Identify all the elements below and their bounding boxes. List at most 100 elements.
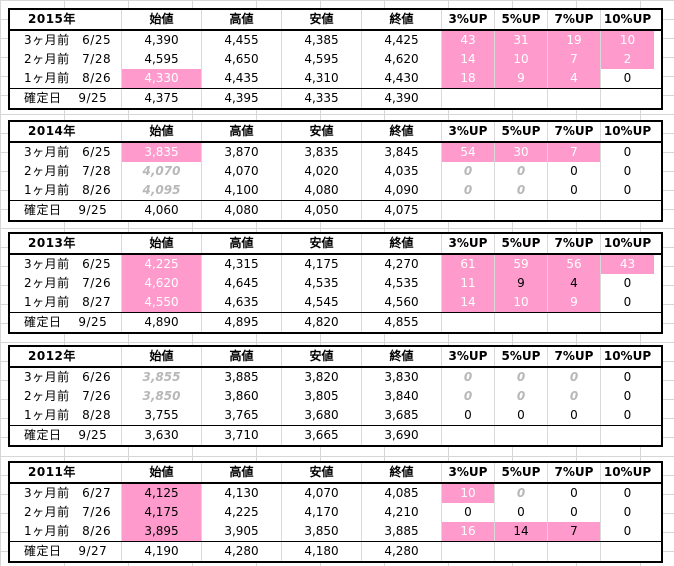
col-high[interactable]: 高値 (202, 122, 282, 141)
high-cell[interactable]: 3,860 (202, 387, 282, 406)
up7-cell[interactable] (548, 542, 601, 561)
row-label[interactable]: 確定日 9/27 (10, 542, 122, 561)
up5-cell[interactable]: 0 (495, 162, 548, 181)
up10-cell[interactable]: 0 (623, 276, 632, 290)
high-cell[interactable]: 4,455 (202, 31, 282, 50)
close-cell[interactable]: 3,845 (362, 143, 442, 162)
col-5up[interactable]: 5%UP (495, 463, 548, 482)
up7-cell[interactable]: 0 (548, 162, 601, 181)
up3-cell[interactable] (442, 542, 495, 561)
up7-cell[interactable]: 7 (548, 143, 601, 162)
row-label[interactable]: 2ヶ月前 7/26 (10, 387, 122, 406)
open-cell[interactable]: 4,225 (122, 255, 202, 274)
up7-cell[interactable] (548, 426, 601, 445)
year-title[interactable]: 2011年 (10, 463, 122, 482)
up3-cell[interactable]: 54 (442, 143, 495, 162)
col-low[interactable]: 安値 (282, 234, 362, 253)
close-cell[interactable]: 3,840 (362, 387, 442, 406)
high-cell[interactable]: 4,645 (202, 274, 282, 293)
up5-cell[interactable]: 9 (495, 274, 548, 293)
up10-cell[interactable]: 0 (623, 145, 632, 159)
up7-cell[interactable]: 4 (548, 69, 601, 88)
up7-cell[interactable]: 0 (548, 368, 601, 387)
open-cell[interactable]: 4,375 (122, 89, 202, 108)
open-cell[interactable]: 3,895 (122, 522, 202, 541)
open-cell[interactable]: 4,190 (122, 542, 202, 561)
up3-cell[interactable] (442, 426, 495, 445)
open-cell[interactable]: 3,755 (122, 406, 202, 425)
up10-cell[interactable]: 0 (623, 164, 632, 178)
open-cell[interactable]: 4,595 (122, 50, 202, 69)
col-5up[interactable]: 5%UP (495, 122, 548, 141)
col-3up[interactable]: 3%UP (442, 234, 495, 253)
open-cell[interactable]: 4,550 (122, 293, 202, 312)
high-cell[interactable]: 4,070 (202, 162, 282, 181)
up5-cell[interactable] (495, 313, 548, 332)
up3-cell[interactable]: 14 (442, 50, 495, 69)
up7-cell[interactable] (548, 313, 601, 332)
col-3up[interactable]: 3%UP (442, 122, 495, 141)
high-cell[interactable]: 4,435 (202, 69, 282, 88)
close-cell[interactable]: 3,690 (362, 426, 442, 445)
col-high[interactable]: 高値 (202, 347, 282, 366)
up10-cell[interactable]: 10 (601, 31, 654, 50)
up5-cell[interactable]: 10 (495, 293, 548, 312)
row-label[interactable]: 3ヶ月前 6/25 (10, 31, 122, 50)
col-low[interactable]: 安値 (282, 10, 362, 29)
up5-cell[interactable]: 59 (495, 255, 548, 274)
col-3up[interactable]: 3%UP (442, 10, 495, 29)
row-label[interactable]: 確定日 9/25 (10, 426, 122, 445)
col-10up[interactable]: 10%UP (603, 465, 652, 479)
low-cell[interactable]: 4,820 (282, 313, 362, 332)
low-cell[interactable]: 4,050 (282, 201, 362, 220)
col-7up[interactable]: 7%UP (548, 122, 601, 141)
row-label[interactable]: 3ヶ月前 6/27 (10, 484, 122, 503)
row-label[interactable]: 2ヶ月前 7/28 (10, 50, 122, 69)
up7-cell[interactable]: 19 (548, 31, 601, 50)
up3-cell[interactable] (442, 313, 495, 332)
up7-cell[interactable]: 56 (548, 255, 601, 274)
up3-cell[interactable]: 61 (442, 255, 495, 274)
row-label[interactable]: 3ヶ月前 6/25 (10, 143, 122, 162)
open-cell[interactable]: 4,175 (122, 503, 202, 522)
up10-cell[interactable]: 0 (623, 408, 632, 422)
up7-cell[interactable] (548, 201, 601, 220)
up3-cell[interactable]: 14 (442, 293, 495, 312)
up5-cell[interactable] (495, 542, 548, 561)
open-cell[interactable]: 4,390 (122, 31, 202, 50)
col-10up[interactable]: 10%UP (603, 124, 652, 138)
up7-cell[interactable]: 0 (548, 181, 601, 200)
low-cell[interactable]: 4,545 (282, 293, 362, 312)
high-cell[interactable]: 3,905 (202, 522, 282, 541)
open-cell[interactable]: 4,070 (122, 162, 202, 181)
row-label[interactable]: 2ヶ月前 7/28 (10, 162, 122, 181)
up10-cell[interactable]: 0 (623, 524, 632, 538)
col-close[interactable]: 終値 (362, 10, 442, 29)
col-open[interactable]: 始値 (122, 234, 202, 253)
up7-cell[interactable]: 9 (548, 293, 601, 312)
row-label[interactable]: 3ヶ月前 6/26 (10, 368, 122, 387)
close-cell[interactable]: 4,035 (362, 162, 442, 181)
up3-cell[interactable]: 0 (442, 162, 495, 181)
col-open[interactable]: 始値 (122, 347, 202, 366)
up10-cell[interactable]: 0 (623, 370, 632, 384)
col-3up[interactable]: 3%UP (442, 463, 495, 482)
up5-cell[interactable]: 31 (495, 31, 548, 50)
up10-cell[interactable] (601, 89, 654, 108)
up3-cell[interactable]: 0 (442, 503, 495, 522)
row-label[interactable]: 2ヶ月前 7/26 (10, 503, 122, 522)
close-cell[interactable]: 4,085 (362, 484, 442, 503)
low-cell[interactable]: 4,335 (282, 89, 362, 108)
up7-cell[interactable]: 0 (548, 387, 601, 406)
up3-cell[interactable]: 43 (442, 31, 495, 50)
high-cell[interactable]: 3,870 (202, 143, 282, 162)
col-high[interactable]: 高値 (202, 463, 282, 482)
high-cell[interactable]: 4,315 (202, 255, 282, 274)
up3-cell[interactable]: 0 (442, 181, 495, 200)
high-cell[interactable]: 4,080 (202, 201, 282, 220)
up10-cell[interactable]: 0 (623, 486, 632, 500)
close-cell[interactable]: 4,430 (362, 69, 442, 88)
open-cell[interactable]: 4,890 (122, 313, 202, 332)
col-close[interactable]: 終値 (362, 234, 442, 253)
close-cell[interactable]: 4,535 (362, 274, 442, 293)
